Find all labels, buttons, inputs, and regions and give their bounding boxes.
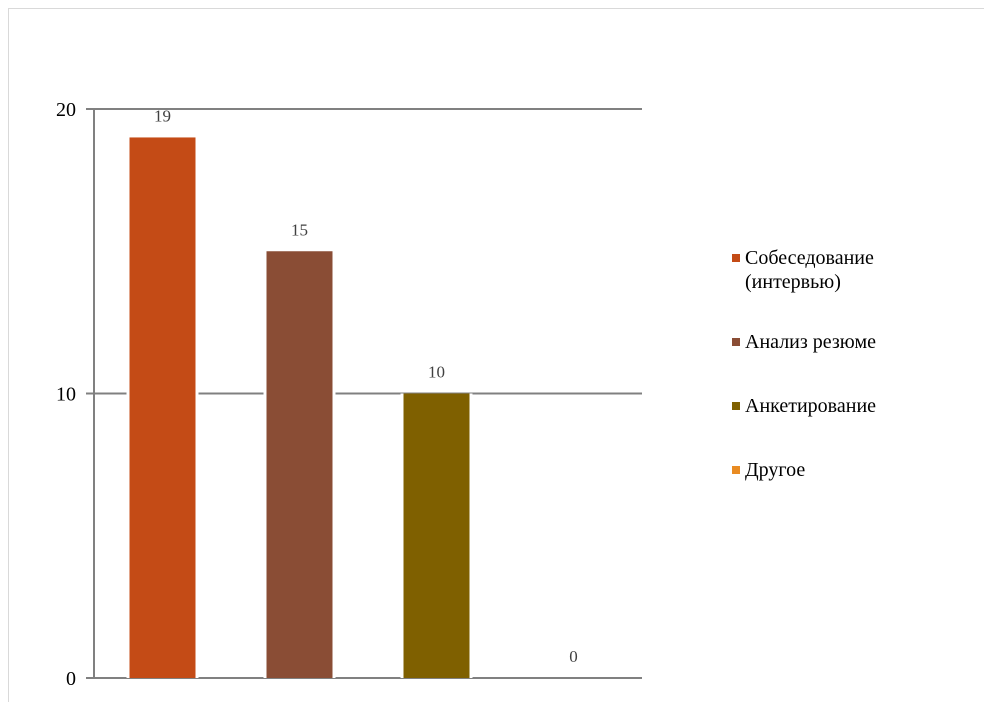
data-labels: 19 15 10 0	[154, 106, 578, 666]
y-tick-labels: 0 10 20	[56, 99, 76, 690]
data-label-interview: 19	[154, 106, 171, 125]
legend-swatch-interview	[732, 254, 740, 262]
bar-interview	[129, 137, 196, 678]
legend-label-resume: Анализ резюме	[745, 331, 877, 353]
data-label-resume: 15	[291, 220, 308, 239]
legend-swatch-other	[732, 466, 740, 474]
legend-item-survey: Анкетирование	[732, 394, 972, 418]
data-label-other: 0	[569, 647, 578, 666]
bars	[126, 137, 473, 678]
chart-frame	[8, 8, 984, 702]
bar-resume	[266, 251, 333, 678]
legend-label-survey: Анкетирование	[745, 395, 877, 417]
data-label-survey: 10	[428, 363, 445, 382]
legend-label-interview: Собеседование (интервью)	[745, 247, 874, 293]
y-tick-label-20: 20	[56, 99, 76, 121]
legend-label-other: Другое	[745, 459, 806, 481]
legend-swatch-survey	[732, 402, 740, 410]
legend-item-other: Другое	[732, 458, 972, 482]
legend: Собеседование (интервью) Анализ резюме А…	[732, 246, 972, 522]
y-tick-label-0: 0	[66, 668, 76, 690]
bar-survey	[403, 393, 470, 678]
legend-item-interview: Собеседование (интервью)	[732, 246, 972, 294]
y-tick-label-10: 10	[56, 384, 76, 406]
legend-item-resume: Анализ резюме	[732, 330, 972, 354]
legend-swatch-resume	[732, 338, 740, 346]
